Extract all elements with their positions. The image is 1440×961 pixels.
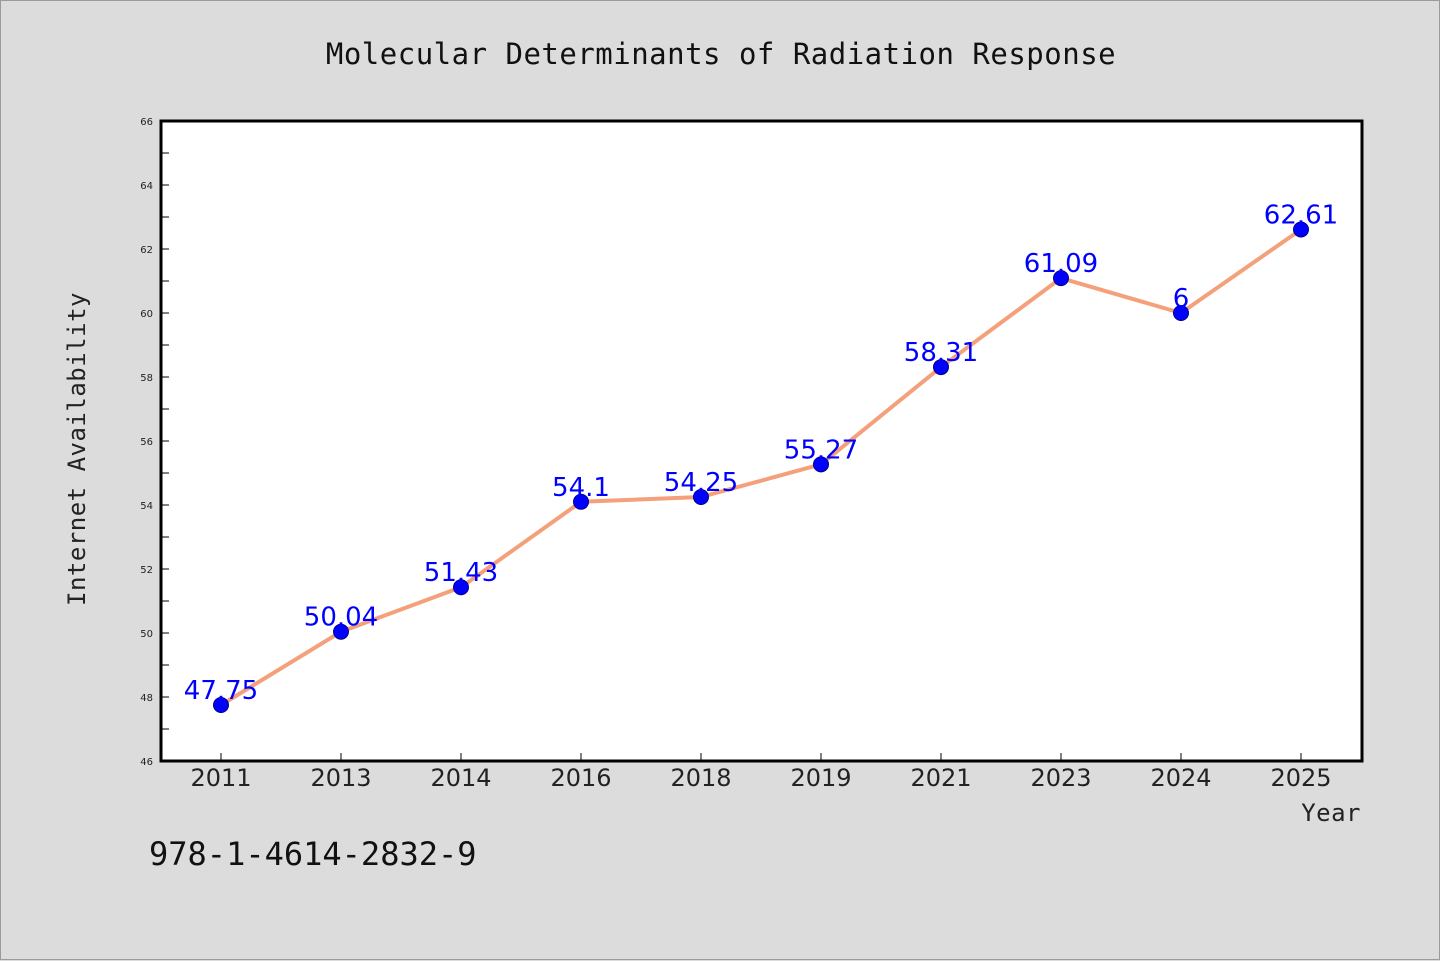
x-tick-label: 2014: [430, 764, 491, 792]
data-label: 50.04: [304, 603, 378, 633]
data-point: [1293, 221, 1309, 238]
y-tick-label: 46: [140, 757, 153, 768]
x-tick-label: 2021: [910, 764, 971, 792]
y-tick-label: 64: [140, 181, 153, 192]
data-point: [693, 489, 709, 505]
data-labels: 47.75 50.04 51.43 54.1 54.25 55.27 58.31 61.09 6…: [184, 200, 1338, 706]
x-tick-label: 2019: [790, 764, 851, 792]
chart-title: Molecular Determinants of Radiation Resp…: [326, 37, 1116, 71]
x-axis-label: Year: [1301, 799, 1361, 827]
series-line: [219, 227, 1303, 707]
data-point: [573, 493, 589, 510]
data-label: 55.27: [784, 435, 858, 465]
y-tick-label: 50: [140, 629, 153, 640]
data-point: [213, 697, 229, 713]
x-tick-label: 2016: [550, 764, 611, 792]
plot-area: [159, 119, 1364, 763]
data-label: 47.75: [184, 676, 258, 706]
data-label: 62.61: [1264, 200, 1338, 230]
x-tick-label: 2025: [1270, 764, 1331, 792]
data-label: 58.31: [904, 338, 978, 368]
y-tick-label: 62: [140, 245, 153, 256]
data-label: 51.43: [424, 558, 498, 588]
y-tick-label: 66: [140, 117, 153, 128]
isbn-text: 978-1-4614-2832-9: [149, 835, 477, 873]
x-tick-label: 2023: [1030, 764, 1091, 792]
y-tick-label: 56: [140, 437, 153, 448]
y-tick-label: 60: [140, 309, 153, 320]
data-point: [933, 359, 949, 376]
data-point: [453, 579, 469, 596]
data-label: 6: [1173, 284, 1190, 314]
x-axis: 2011 2013 2014 2016 2018 2019 2021 2023 2024 2025: [190, 753, 1332, 792]
y-axis-label: Internet Availability: [63, 292, 91, 606]
data-point: [813, 456, 829, 473]
y-tick-label: 58: [140, 373, 153, 384]
x-tick-label: 2018: [670, 764, 731, 792]
data-label: 54.25: [664, 468, 738, 498]
series-markers: [213, 221, 1309, 713]
y-tick-label: 48: [140, 693, 153, 704]
data-point: [1173, 305, 1189, 321]
y-axis: 46 48 50 52 54 56 58 60 62 64 66: [140, 117, 169, 768]
x-tick-label: 2011: [190, 764, 251, 792]
data-label: 61.09: [1024, 249, 1098, 279]
y-tick-label: 52: [140, 565, 153, 576]
y-tick-label: 54: [140, 501, 153, 512]
x-tick-label: 2013: [310, 764, 371, 792]
data-point: [1053, 270, 1069, 287]
x-tick-label: 2024: [1150, 764, 1211, 792]
data-point: [333, 623, 349, 640]
data-label: 54.1: [552, 473, 610, 503]
